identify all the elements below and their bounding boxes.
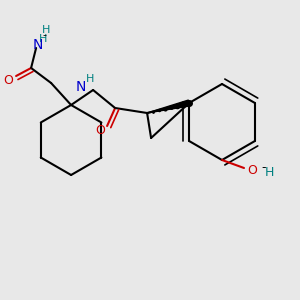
Text: H: H bbox=[39, 34, 47, 44]
Text: N: N bbox=[76, 80, 86, 94]
Text: O: O bbox=[247, 164, 257, 176]
Text: -: - bbox=[42, 30, 46, 40]
Text: O: O bbox=[3, 74, 13, 88]
Text: O: O bbox=[95, 124, 105, 137]
Text: H: H bbox=[86, 74, 94, 84]
Text: H: H bbox=[264, 167, 274, 179]
Text: H: H bbox=[42, 25, 50, 35]
Text: -: - bbox=[262, 161, 266, 175]
Polygon shape bbox=[147, 100, 190, 113]
Text: N: N bbox=[33, 38, 43, 52]
